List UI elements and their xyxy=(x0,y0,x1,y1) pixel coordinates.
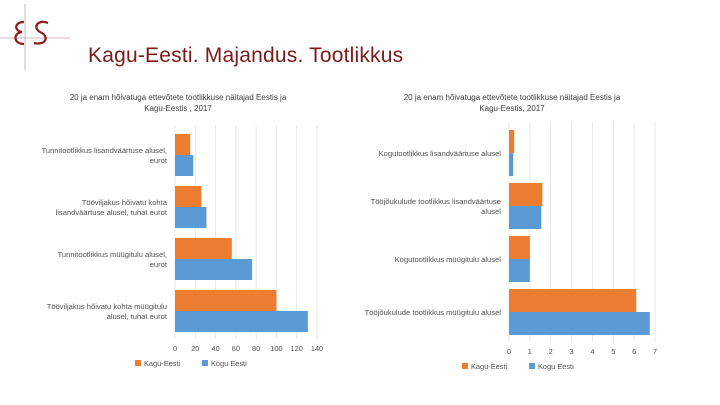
x-tick-label: 0 xyxy=(173,344,177,353)
category-label: Tööjõukulude tootlikkus müügitulu alusel xyxy=(365,308,502,317)
legend-swatch xyxy=(202,360,208,366)
logo xyxy=(0,0,80,70)
bar-kagu-eesti xyxy=(509,289,637,312)
bar-kogu-eesti xyxy=(509,206,542,229)
legend-swatch xyxy=(135,360,141,366)
bar-kagu-eesti xyxy=(509,183,543,206)
category-label: lisandväärtuse alusel, tuhat eurot xyxy=(56,208,168,217)
bar-kogu-eesti xyxy=(175,207,207,228)
legend-label: Kogu Eesti xyxy=(211,359,247,368)
x-tick-label: 120 xyxy=(291,344,303,353)
x-tick-label: 4 xyxy=(590,347,594,356)
x-tick-label: 100 xyxy=(270,344,282,353)
x-tick-label: 3 xyxy=(570,347,574,356)
page-title: Kagu-Eesti. Majandus. Tootlikkus xyxy=(88,44,404,67)
x-tick-label: 6 xyxy=(632,347,636,356)
chart-title: 20 ja enam hõivatuga ettevõtete tootlikk… xyxy=(404,93,621,102)
bar-kogu-eesti xyxy=(509,153,514,176)
category-label: Tunnitootlikkus lisandväärtuse alusel, xyxy=(41,146,167,155)
category-label: Kogutootlikkus lisandväärtuse alusel xyxy=(379,149,502,158)
bar-kagu-eesti xyxy=(509,236,530,259)
bar-kagu-eesti xyxy=(175,290,277,311)
legend-swatch xyxy=(529,363,535,369)
category-label: eurot xyxy=(150,260,168,269)
legend-label: Kagu-Eesti xyxy=(144,359,181,368)
bar-kogu-eesti xyxy=(175,155,194,176)
x-tick-label: 0 xyxy=(507,347,511,356)
legend-label: Kagu-Eesti xyxy=(471,362,508,371)
x-tick-label: 40 xyxy=(211,344,219,353)
x-tick-label: 140 xyxy=(311,344,323,353)
bar-kagu-eesti xyxy=(175,186,202,207)
x-tick-label: 20 xyxy=(191,344,199,353)
bar-kagu-eesti xyxy=(509,130,515,153)
bar-kagu-eesti xyxy=(175,134,191,155)
legend-swatch xyxy=(462,363,468,369)
category-label: Kogutootlikkus müügitulu alusel xyxy=(395,255,502,264)
category-label: alusel xyxy=(481,207,501,216)
chart-title: Kagu-Eestis, 2017 xyxy=(479,104,545,113)
bar-kogu-eesti xyxy=(175,259,253,280)
category-label: Tööjõukulude tootlikkus lisandväärtuse xyxy=(371,197,501,206)
category-label: Tööviljakus hõivatu kohta müügitulu xyxy=(47,302,167,311)
bar-kagu-eesti xyxy=(175,238,232,259)
x-tick-label: 80 xyxy=(252,344,260,353)
bar-kogu-eesti xyxy=(175,311,308,332)
chart-title: Kagu-Eestis , 2017 xyxy=(144,104,212,113)
x-tick-label: 60 xyxy=(232,344,240,353)
logo-mark xyxy=(0,4,70,70)
legend-label: Kogu Eesti xyxy=(538,362,574,371)
x-tick-label: 1 xyxy=(528,347,532,356)
category-label: Tunnitootlikkus müügitulu alusel, xyxy=(58,250,167,259)
category-label: eurot xyxy=(150,156,168,165)
chart-left: 20 ja enam hõivatuga ettevõtete tootlikk… xyxy=(41,93,323,368)
bar-kogu-eesti xyxy=(509,312,650,335)
x-tick-label: 5 xyxy=(611,347,615,356)
bar-kogu-eesti xyxy=(509,259,530,282)
category-label: alusel, tuhat eurot xyxy=(107,312,168,321)
x-tick-label: 2 xyxy=(549,347,553,356)
chart-title: 20 ja enam hõivatuga ettevõtete tootlikk… xyxy=(70,93,287,102)
chart-right: 20 ja enam hõivatuga ettevõtete tootlikk… xyxy=(365,93,657,371)
category-label: Tööviljakus hõivatu kohta xyxy=(82,198,168,207)
x-tick-label: 7 xyxy=(653,347,657,356)
